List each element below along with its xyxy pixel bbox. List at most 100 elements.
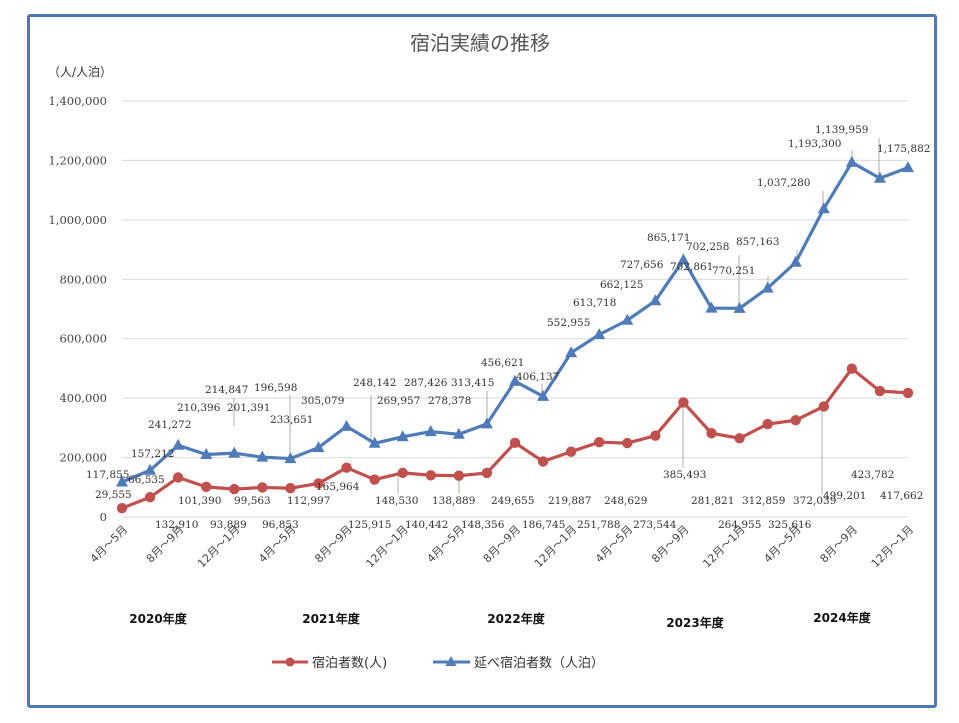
guests-point xyxy=(874,385,886,397)
guests-data-label: 385,493 xyxy=(663,469,706,481)
guest-nights-point xyxy=(817,202,830,214)
guests-data-label: 99,563 xyxy=(234,495,271,507)
guest-nights-point xyxy=(593,328,606,340)
guest-nights-point xyxy=(509,374,521,386)
guests-data-label: 66,535 xyxy=(128,474,165,486)
guests-point xyxy=(397,467,408,479)
guests-point xyxy=(565,446,577,457)
guest-nights-data-label: 1,037,280 xyxy=(757,177,810,189)
guests-data-label: 219,887 xyxy=(548,495,591,507)
guests-data-label: 138,889 xyxy=(432,495,475,507)
chart-title: 宿泊実績の推移 xyxy=(410,31,550,55)
guest-nights-point xyxy=(116,475,128,487)
legend-guests-marker xyxy=(285,657,295,667)
guest-nights-data-label: 269,957 xyxy=(377,395,420,407)
guests-data-label: 148,530 xyxy=(375,495,418,507)
guests-point xyxy=(425,470,436,481)
guests-point xyxy=(341,462,352,473)
guest-nights-point xyxy=(172,438,185,450)
guest-nights-data-label: 770,251 xyxy=(712,265,755,277)
guests-point xyxy=(818,401,829,412)
guest-nights-point xyxy=(144,463,157,475)
y-tick-label: 400,000 xyxy=(59,391,107,405)
fiscal-year-label: 2024年度 xyxy=(813,610,871,625)
legend-guests-label: 宿泊者数(人) xyxy=(312,655,387,671)
guests-data-label: 93,889 xyxy=(210,519,247,531)
guest-nights-data-label: 157,212 xyxy=(131,448,174,460)
guests-data-label: 273,544 xyxy=(633,519,677,531)
guest-nights-point xyxy=(312,441,325,453)
guest-nights-data-label: 456,621 xyxy=(481,357,524,369)
guest-nights-data-label: 313,415 xyxy=(451,377,494,389)
guests-point xyxy=(678,397,689,408)
fiscal-year-label: 2020年度 xyxy=(129,611,187,626)
y-tick-label: 1,400,000 xyxy=(48,94,107,108)
guests-point xyxy=(285,483,296,494)
guest-nights-data-label: 613,718 xyxy=(573,297,616,309)
guests-data-label: 249,655 xyxy=(491,495,534,507)
guest-nights-point xyxy=(789,255,802,267)
guest-nights-data-label: 278,378 xyxy=(428,395,471,407)
guests-data-label: 499,201 xyxy=(823,490,866,502)
legend-guest-nights-marker xyxy=(445,656,457,666)
guests-point xyxy=(257,482,268,493)
guests-point xyxy=(846,363,858,374)
guest-nights-point xyxy=(340,419,353,431)
guest-nights-point xyxy=(621,313,634,325)
guest-nights-point xyxy=(284,452,297,464)
guest-nights-data-label: 287,426 xyxy=(404,377,448,389)
chart-frame xyxy=(27,14,937,708)
guest-nights-point xyxy=(565,346,578,358)
guests-point xyxy=(762,418,773,430)
guests-data-label: 325,616 xyxy=(768,519,812,531)
guests-data-label: 96,853 xyxy=(262,519,299,531)
guest-nights-data-label: 214,847 xyxy=(205,384,248,396)
guest-nights-point xyxy=(845,155,858,167)
guests-data-label: 29,555 xyxy=(95,489,132,501)
guests-point xyxy=(734,433,745,444)
guest-nights-data-label: 865,171 xyxy=(647,232,690,244)
guest-nights-point xyxy=(396,430,409,442)
fiscal-year-label: 2022年度 xyxy=(487,611,545,626)
fiscal-year-label: 2023年度 xyxy=(666,615,724,630)
guests-data-label: 423,782 xyxy=(851,469,894,481)
guest-nights-point xyxy=(228,446,241,458)
guests-point xyxy=(481,467,493,479)
guest-nights-point xyxy=(705,301,718,313)
guests-point xyxy=(172,472,184,483)
guests-point xyxy=(650,430,661,441)
guest-nights-point xyxy=(677,253,690,265)
guest-nights-data-label: 305,079 xyxy=(301,395,344,407)
guests-point xyxy=(509,437,521,449)
guest-nights-data-label: 702,258 xyxy=(686,241,729,253)
guests-point xyxy=(313,478,324,489)
guest-nights-point xyxy=(200,447,213,459)
guests-data-label: 101,390 xyxy=(178,495,221,507)
guests-point xyxy=(902,387,914,399)
guest-nights-data-label: 857,163 xyxy=(736,236,779,248)
guest-nights-point xyxy=(873,171,886,183)
x-tick-label: 8月～9月 xyxy=(818,523,860,565)
x-tick-label: 4月～5月 xyxy=(88,523,130,565)
guests-data-label: 186,745 xyxy=(522,519,565,531)
guest-nights-point xyxy=(424,425,437,437)
guest-nights-data-label: 241,272 xyxy=(148,419,191,431)
guest-nights-data-label: 233,651 xyxy=(270,414,313,426)
y-tick-label: 800,000 xyxy=(59,272,107,286)
guest-nights-point xyxy=(256,450,269,462)
guests-data-label: 148,356 xyxy=(461,519,505,531)
guest-nights-data-label: 1,139,959 xyxy=(815,124,868,136)
guest-nights-point xyxy=(761,281,774,293)
guest-nights-point xyxy=(537,389,550,401)
guests-data-label: 312,859 xyxy=(742,495,785,507)
guest-nights-point xyxy=(368,436,381,448)
guests-data-label: 132,910 xyxy=(155,519,198,531)
fiscal-year-label: 2021年度 xyxy=(302,611,360,626)
guest-nights-data-label: 117,855 xyxy=(86,469,129,481)
guests-data-label: 140,442 xyxy=(405,519,448,531)
guests-point xyxy=(622,437,633,449)
guest-nights-series-line xyxy=(121,160,909,484)
guest-nights-point xyxy=(733,301,746,313)
guest-nights-data-label: 196,598 xyxy=(254,382,297,394)
guests-point xyxy=(537,456,549,467)
